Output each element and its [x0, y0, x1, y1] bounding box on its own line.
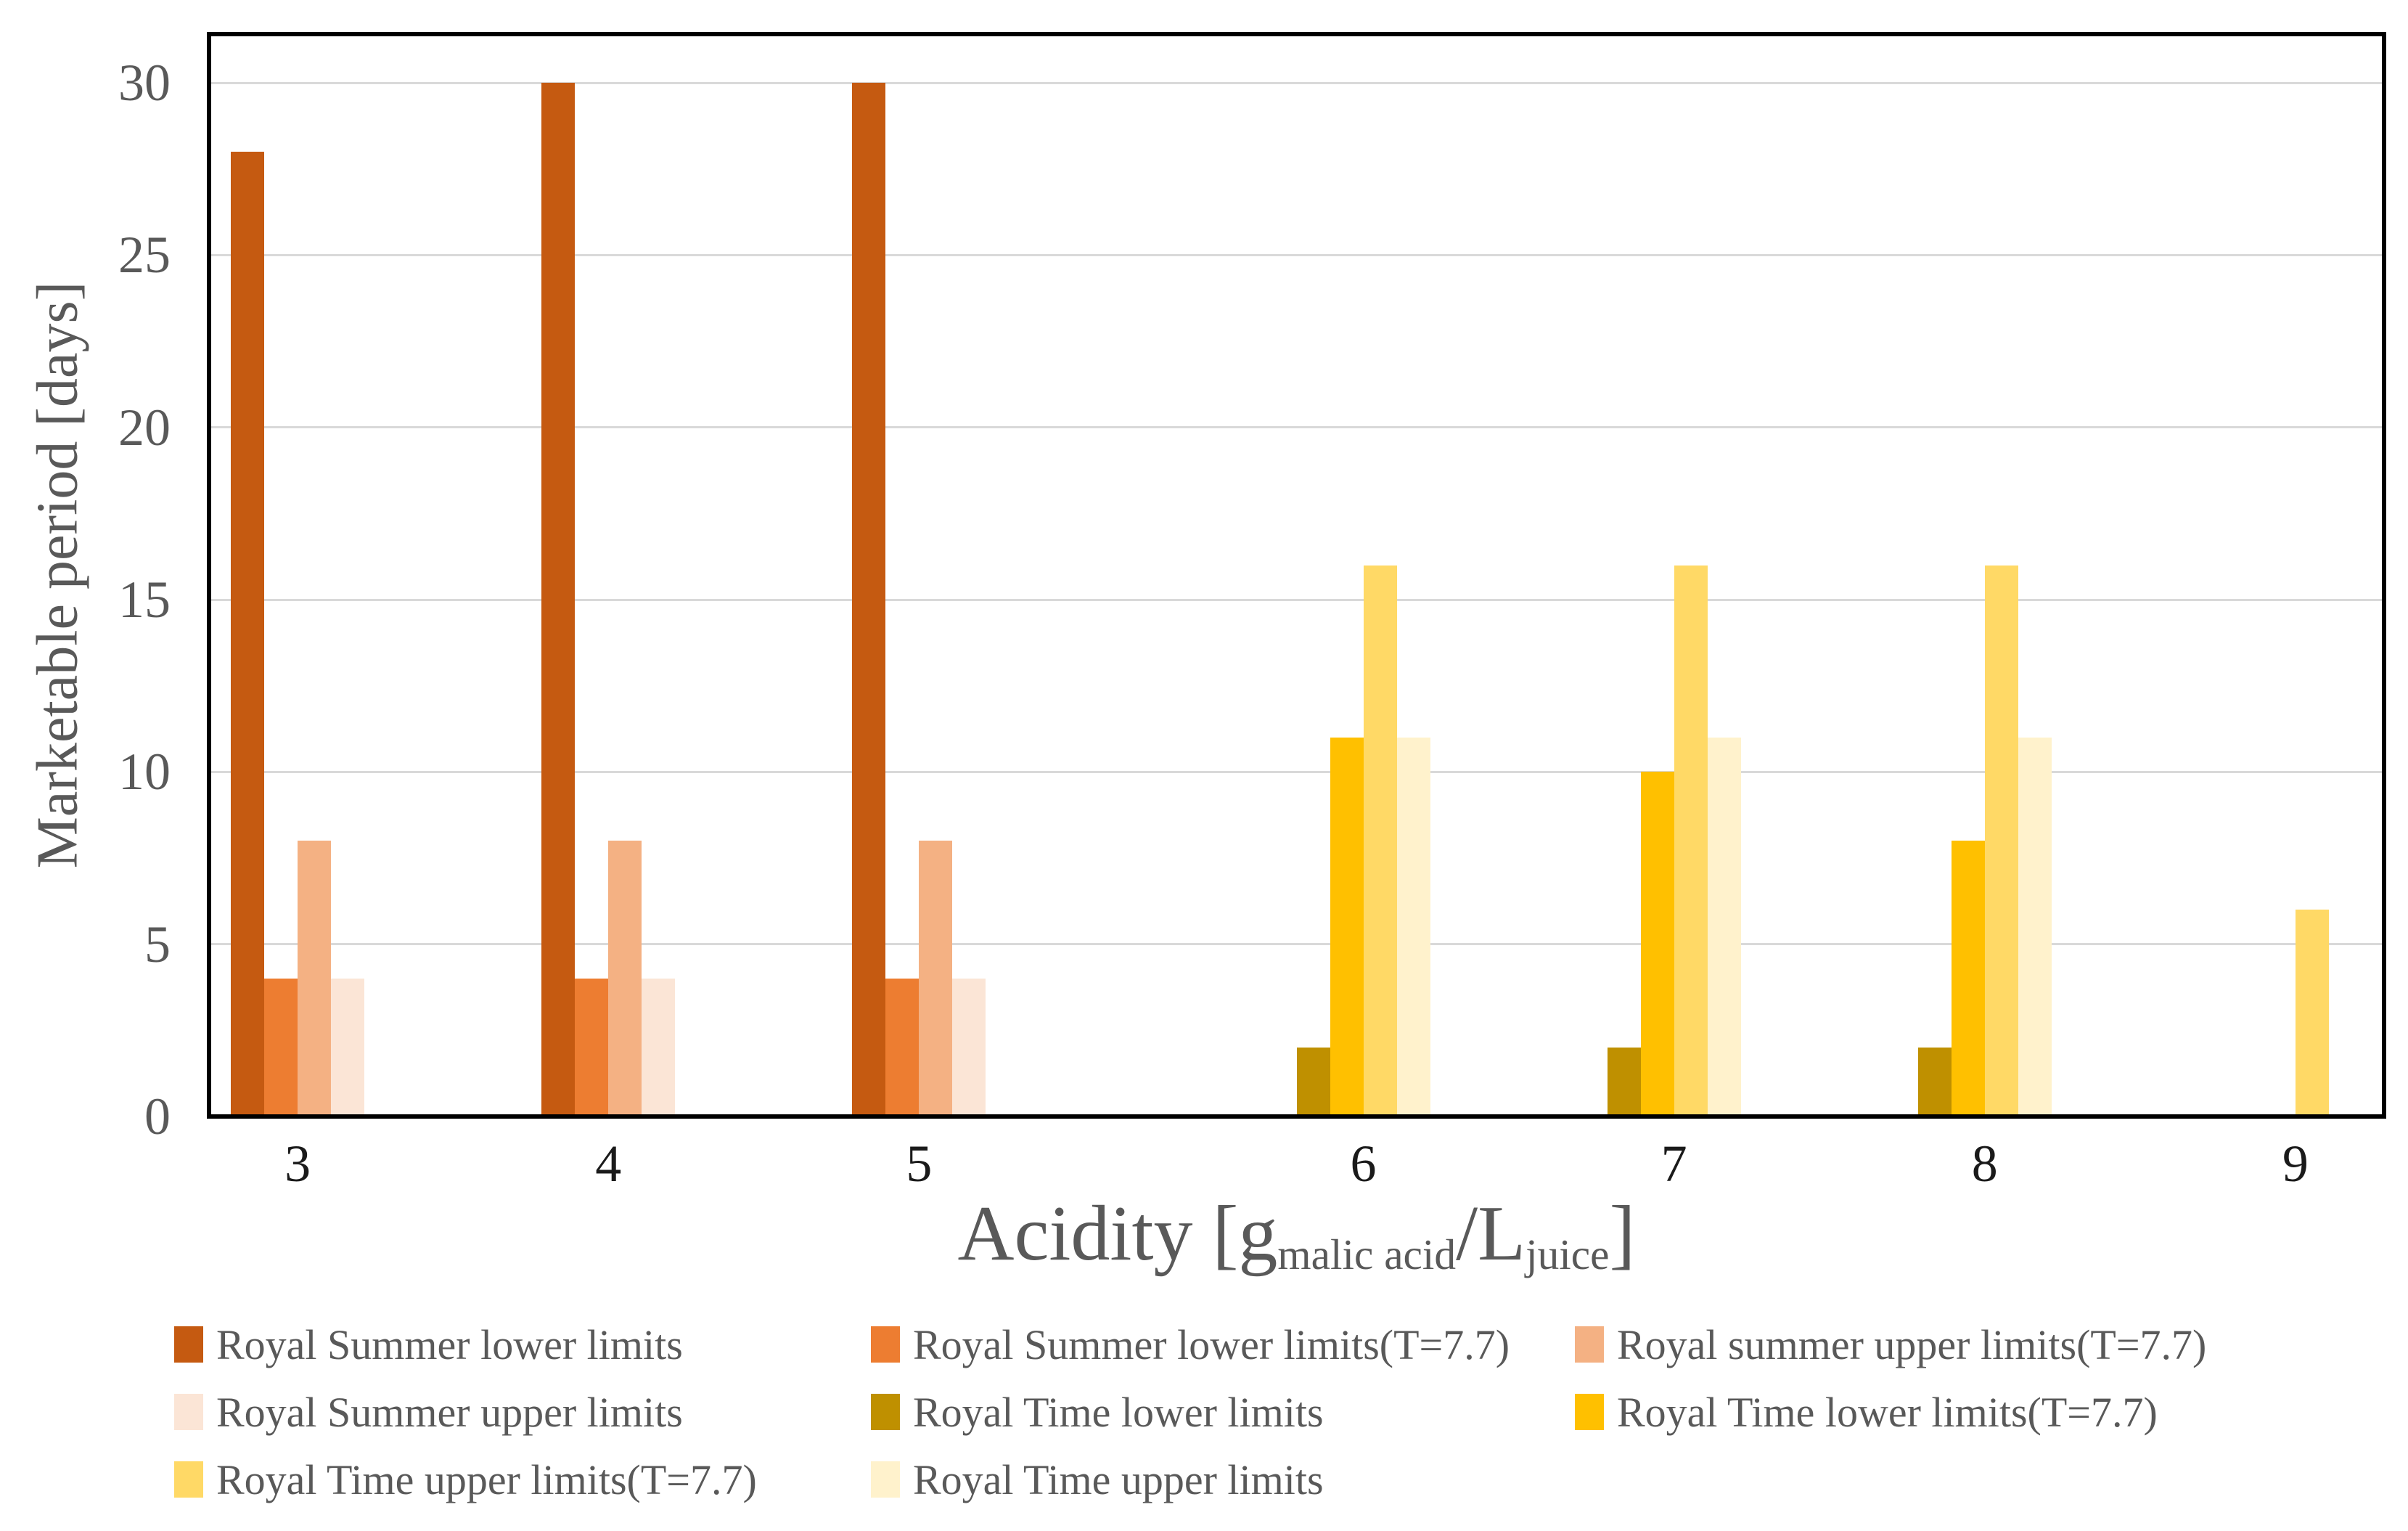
bar — [919, 841, 953, 1116]
legend-item: Royal Summer lower limits(T=7.7) — [871, 1319, 1510, 1370]
legend-color-swatch — [1575, 1394, 1604, 1430]
bar — [1917, 1048, 1952, 1116]
y-tick-label-10: 10 — [118, 743, 171, 801]
x-tick-label-5: 5 — [906, 1135, 933, 1193]
y-axis-line — [207, 32, 211, 1119]
x-axis-title: Acidity [gmalic acid/Ljuice] — [209, 1189, 2384, 1279]
legend-label: Royal Summer upper limits — [216, 1388, 683, 1436]
x-tick-label-8: 8 — [1971, 1135, 1998, 1193]
legend-item: Royal Time upper limits(T=7.7) — [174, 1454, 757, 1505]
bar — [2295, 910, 2329, 1116]
bar — [331, 979, 365, 1116]
bar — [264, 979, 298, 1116]
bar — [1396, 737, 1430, 1116]
gridline-5 — [209, 943, 2384, 946]
gridline-15 — [209, 598, 2384, 601]
gridline-30 — [209, 81, 2384, 84]
y-tick-label-15: 15 — [118, 571, 171, 629]
legend-label: Royal Time upper limits(T=7.7) — [216, 1456, 757, 1503]
bar — [1363, 565, 1397, 1116]
x-axis-title-subscript-juice: juice — [1526, 1230, 1610, 1279]
x-axis-title-text: Acidity [g — [957, 1191, 1278, 1277]
legend-color-swatch — [174, 1394, 203, 1430]
legend-label: Royal Summer lower limits(T=7.7) — [913, 1320, 1510, 1368]
bar — [1951, 841, 1985, 1116]
legend-label: Royal summer upper limits(T=7.7) — [1617, 1320, 2207, 1368]
bar — [575, 979, 609, 1116]
y-tick-label-30: 30 — [118, 54, 171, 112]
legend-color-swatch — [174, 1461, 203, 1498]
bar — [642, 979, 676, 1116]
bar — [1674, 565, 1708, 1116]
bar — [1640, 772, 1674, 1116]
gridline-10 — [209, 770, 2384, 773]
bar — [231, 151, 265, 1116]
legend-label: Royal Time upper limits — [913, 1456, 1324, 1503]
bar — [885, 979, 920, 1116]
legend-label: Royal Time lower limits(T=7.7) — [1617, 1388, 2158, 1436]
legend-item: Royal summer upper limits(T=7.7) — [1575, 1319, 2206, 1370]
legend-item: Royal Summer lower limits — [174, 1319, 683, 1370]
legend-color-swatch — [871, 1461, 900, 1498]
bar — [1607, 1048, 1641, 1116]
legend-color-swatch — [174, 1326, 203, 1363]
x-tick-label-9: 9 — [2282, 1135, 2309, 1193]
bar — [1296, 1048, 1330, 1116]
y-tick-label-25: 25 — [118, 226, 171, 285]
bar — [1330, 737, 1364, 1116]
plot-area — [207, 32, 2386, 1119]
bar — [852, 83, 886, 1116]
legend-label: Royal Time lower limits — [913, 1388, 1324, 1436]
x-tick-label-4: 4 — [595, 1135, 622, 1193]
x-axis-title-divider: /L — [1456, 1191, 1526, 1277]
bar — [1984, 565, 2018, 1116]
x-tick-label-7: 7 — [1660, 1135, 1687, 1193]
x-axis-line — [207, 1114, 2386, 1119]
plot-border-top — [207, 32, 2386, 36]
x-tick-label-3: 3 — [284, 1135, 311, 1193]
bar — [952, 979, 986, 1116]
x-axis-title-closing-bracket: ] — [1609, 1191, 1636, 1277]
legend-item: Royal Summer upper limits — [174, 1387, 683, 1437]
bar — [2018, 737, 2052, 1116]
legend-color-swatch — [1575, 1326, 1604, 1363]
x-axis-title-subscript-malic-acid: malic acid — [1277, 1230, 1457, 1279]
y-tick-label-20: 20 — [118, 398, 171, 457]
legend-color-swatch — [871, 1394, 900, 1430]
x-tick-label-6: 6 — [1350, 1135, 1377, 1193]
bar — [608, 841, 642, 1116]
legend-label: Royal Summer lower limits — [216, 1320, 683, 1368]
bar — [1707, 737, 1741, 1116]
bar — [298, 841, 332, 1116]
plot-border-right — [2382, 32, 2386, 1119]
legend-item: Royal Time lower limits(T=7.7) — [1575, 1387, 2158, 1437]
gridline-25 — [209, 253, 2384, 256]
legend-color-swatch — [871, 1326, 900, 1363]
bar — [541, 83, 576, 1116]
gridline-20 — [209, 426, 2384, 429]
legend-item: Royal Time upper limits — [871, 1454, 1324, 1505]
legend-item: Royal Time lower limits — [871, 1387, 1324, 1437]
y-tick-label-0: 0 — [144, 1087, 171, 1146]
y-tick-label-5: 5 — [144, 915, 171, 973]
